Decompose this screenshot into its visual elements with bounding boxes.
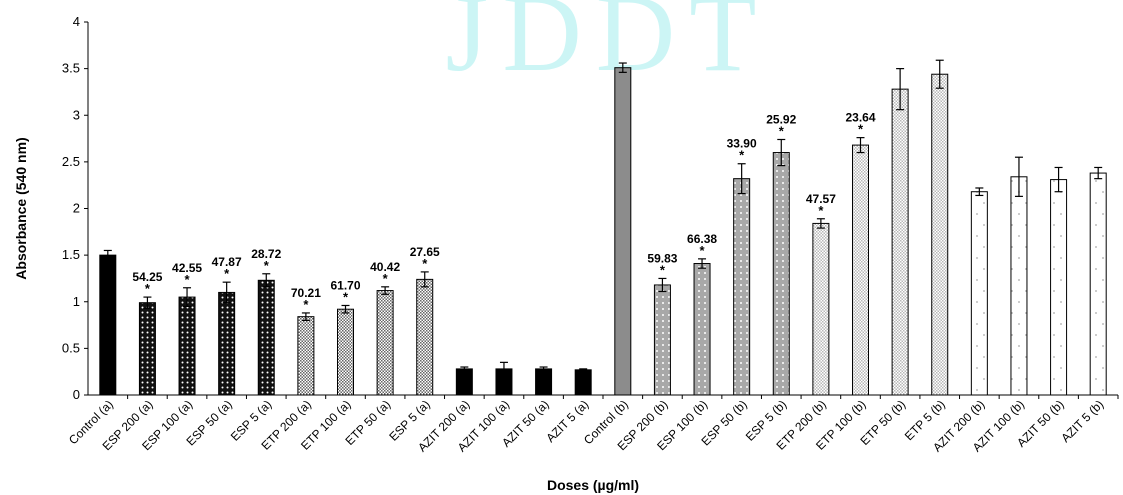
watermark: JDDT: [446, 0, 771, 94]
significance-marker: *: [660, 262, 666, 277]
bar: [574, 369, 592, 396]
y-tick-label: 3.5: [62, 61, 80, 76]
data-label: 42.55: [172, 261, 202, 275]
data-label: 40.42: [370, 260, 400, 274]
error-bar: [579, 368, 588, 372]
data-label: 70.21: [291, 286, 321, 300]
bar: [178, 296, 196, 396]
significance-marker: *: [264, 258, 270, 273]
significance-marker: *: [858, 122, 864, 137]
error-bar: [1054, 166, 1063, 193]
x-axis-title: Doses (µg/ml): [547, 477, 639, 493]
error-bar: [698, 258, 707, 269]
bar: [416, 278, 434, 396]
bar: [852, 144, 869, 396]
bar: [772, 152, 790, 396]
error-bar: [539, 366, 548, 372]
bar: [931, 73, 949, 396]
axes: 0 0.5 1 1.5 2 2.5 3 3.5 4 Absorbance (540 nm) Dose…: [13, 14, 1119, 493]
y-axis-title: Absorbance (540 nm): [13, 137, 29, 279]
bar: [455, 368, 473, 396]
data-label: 59.83: [647, 251, 677, 265]
bar: [257, 279, 275, 396]
y-tick-label: 1: [73, 294, 80, 309]
y-tick-label: 2: [73, 201, 80, 216]
data-label: 28.72: [251, 247, 281, 261]
significance-marker: *: [779, 123, 785, 138]
bar: [376, 290, 394, 396]
significance-marker: *: [739, 148, 745, 163]
data-label: 47.87: [212, 255, 242, 269]
bar: [1089, 172, 1107, 396]
error-bar: [143, 296, 152, 309]
significance-marker: *: [303, 297, 309, 312]
bars: [99, 59, 1107, 396]
error-bar: [1094, 166, 1103, 180]
error-bar: [856, 137, 865, 154]
y-tick-label: 3: [73, 107, 80, 122]
significance-marker: *: [700, 243, 706, 258]
error-bar: [262, 273, 271, 288]
data-label: 61.70: [330, 278, 360, 292]
error-bar: [341, 304, 350, 314]
significance-marker: *: [185, 272, 191, 287]
x-tick-label: AZIT 5 (b): [1058, 397, 1106, 445]
bar: [653, 284, 671, 396]
error-bar: [816, 218, 825, 229]
error-bar: [896, 68, 905, 111]
significance-marker: *: [422, 256, 428, 271]
bar: [970, 191, 988, 396]
bar: [99, 254, 117, 396]
significance-marker: *: [818, 203, 824, 218]
data-label: 54.25: [132, 270, 162, 284]
error-bar: [935, 59, 944, 89]
error-bar: [460, 366, 469, 372]
y-tick-label: 4: [73, 14, 80, 29]
y-tick-label: 0: [73, 387, 80, 402]
error-bar: [183, 287, 192, 308]
bar: [693, 263, 711, 396]
error-bar: [103, 249, 112, 261]
error-bar: [301, 312, 310, 321]
y-tick-label: 2.5: [62, 154, 80, 169]
bar: [1050, 179, 1068, 396]
data-label: 47.57: [806, 192, 836, 206]
bar: [891, 88, 909, 396]
bar: [812, 222, 830, 396]
bar: [1010, 176, 1028, 396]
error-bar: [499, 361, 508, 377]
data-label: 25.92: [766, 112, 796, 126]
error-bar: [618, 62, 627, 73]
significance-marker: *: [343, 289, 349, 304]
bar: [733, 178, 751, 396]
error-bar: [737, 163, 746, 195]
y-tick-label: 0.5: [62, 340, 80, 355]
bar: [218, 291, 236, 396]
error-bar: [975, 187, 984, 197]
significance-marker: *: [224, 266, 230, 281]
data-label: 23.64: [845, 111, 875, 125]
error-bar: [420, 271, 429, 288]
significance-marker: *: [383, 271, 389, 286]
data-label: 33.90: [727, 137, 757, 151]
significance-marker: *: [145, 281, 151, 296]
data-label: 66.38: [687, 232, 717, 246]
bar: [297, 316, 315, 396]
bar: [535, 368, 553, 396]
error-bar: [222, 281, 231, 304]
y-tick-label: 1.5: [62, 247, 80, 262]
error-bar: [1014, 156, 1023, 197]
bar: [614, 67, 632, 396]
error-bar: [777, 138, 786, 167]
bar: [337, 308, 354, 396]
error-bar: [381, 286, 390, 295]
data-label: 27.65: [410, 245, 440, 259]
error-bar: [658, 277, 667, 293]
bar: [138, 302, 156, 396]
